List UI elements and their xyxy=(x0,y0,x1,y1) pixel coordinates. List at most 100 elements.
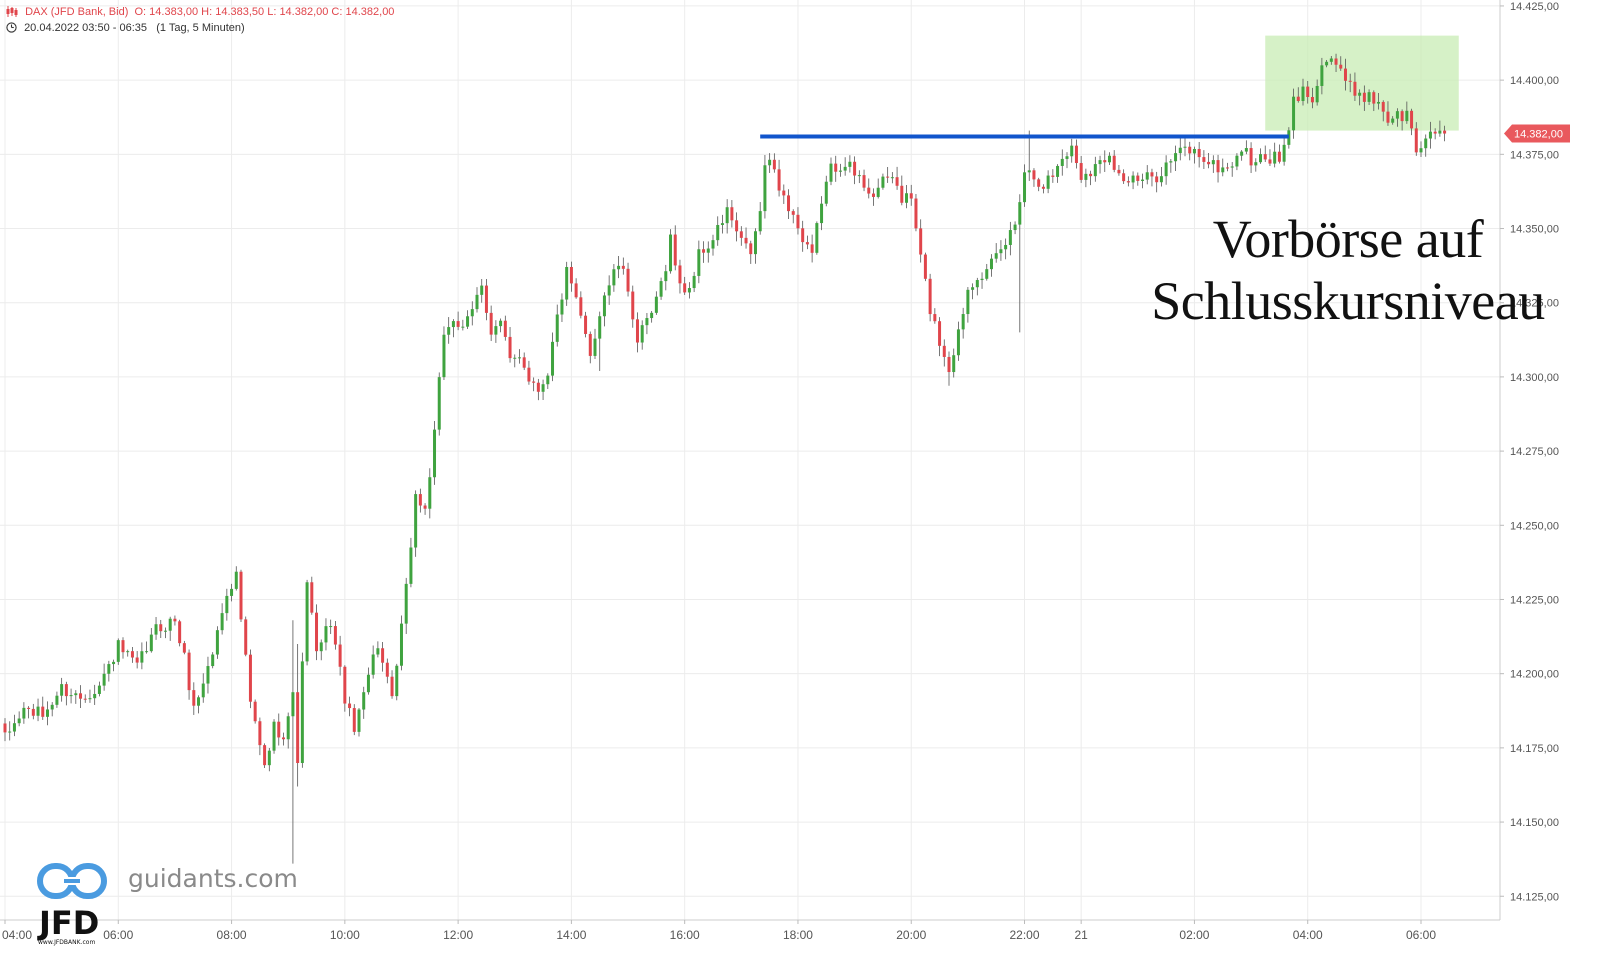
candle-31 xyxy=(149,627,153,653)
candle-193 xyxy=(914,194,918,232)
candle-body xyxy=(1150,172,1154,177)
candle-58 xyxy=(277,713,281,746)
candle-body xyxy=(1093,164,1097,177)
candle-body xyxy=(366,674,370,693)
candle-body xyxy=(659,281,663,297)
candle-body xyxy=(107,664,111,674)
candle-78 xyxy=(371,645,375,679)
candle-208 xyxy=(985,263,989,281)
candle-36 xyxy=(173,615,177,626)
candle-117 xyxy=(555,304,559,347)
candle-body xyxy=(211,654,215,667)
candle-253 xyxy=(1197,141,1201,168)
candle-205 xyxy=(971,283,975,300)
candle-241 xyxy=(1141,173,1145,189)
candle-271 xyxy=(1282,137,1286,166)
candle-body xyxy=(687,288,691,293)
candle-body xyxy=(1358,92,1362,96)
candle-body xyxy=(1004,244,1008,250)
candle-258 xyxy=(1221,158,1225,177)
candle-body xyxy=(588,333,592,356)
candle-71 xyxy=(338,635,342,676)
candle-body xyxy=(527,367,531,382)
candle-body xyxy=(579,297,583,316)
candle-body xyxy=(947,356,951,373)
candle-body xyxy=(664,271,668,282)
candle-48 xyxy=(230,583,234,602)
candle-body xyxy=(480,285,484,295)
candle-body xyxy=(324,626,328,643)
candle-114 xyxy=(541,379,545,400)
candle-body xyxy=(805,242,809,245)
candle-234 xyxy=(1107,152,1111,165)
candle-body xyxy=(706,248,710,253)
candle-92 xyxy=(437,372,441,436)
candle-body xyxy=(1008,230,1012,245)
candle-body xyxy=(536,382,540,392)
candle-body xyxy=(1089,173,1093,177)
candle-body xyxy=(1164,162,1168,177)
candle-body xyxy=(1443,130,1447,134)
candle-181 xyxy=(857,170,861,184)
candle-body xyxy=(197,697,201,706)
candle-154 xyxy=(730,200,734,228)
candle-body xyxy=(1023,172,1027,203)
candle-body xyxy=(36,706,40,716)
candle-body xyxy=(1070,145,1074,157)
candle-230 xyxy=(1089,170,1093,186)
y-tick-label: 14.275,00 xyxy=(1510,446,1559,458)
candle-body xyxy=(763,165,767,212)
candle-body xyxy=(697,249,701,276)
candle-body xyxy=(390,676,394,697)
candle-124 xyxy=(588,331,592,364)
candle-82 xyxy=(390,670,394,699)
jfd-brand-text: JFD xyxy=(37,904,99,942)
candle-body xyxy=(187,652,191,691)
candle-211 xyxy=(999,240,1003,261)
candle-140 xyxy=(664,264,668,291)
candle-body xyxy=(296,692,300,764)
candle-body xyxy=(1079,163,1083,180)
candle-body xyxy=(1216,160,1220,173)
candle-body xyxy=(1131,175,1135,183)
candle-body xyxy=(1084,173,1088,180)
candle-body xyxy=(319,642,323,652)
candle-body xyxy=(971,287,975,290)
candle-67 xyxy=(319,639,323,661)
candle-14 xyxy=(69,688,73,704)
candle-body xyxy=(551,341,555,376)
range-header: 20.04.2022 03:50 - 06:35 (1 Tag, 5 Minut… xyxy=(6,22,245,34)
candle-body xyxy=(569,266,573,284)
candle-body xyxy=(83,698,87,700)
candle-122 xyxy=(579,291,583,319)
candle-body xyxy=(607,285,611,296)
candle-body xyxy=(919,228,923,255)
candle-body xyxy=(456,321,460,327)
candle-body xyxy=(517,357,521,359)
candle-2 xyxy=(12,714,16,737)
candle-body xyxy=(1377,101,1381,104)
candle-body xyxy=(116,640,120,662)
candle-body xyxy=(1386,111,1390,123)
candle-body xyxy=(541,384,545,392)
candle-body xyxy=(1306,86,1310,98)
candle-body xyxy=(206,666,210,684)
x-tick-label: 02:00 xyxy=(1179,928,1209,942)
candle-body xyxy=(683,283,687,293)
candle-168 xyxy=(796,207,800,235)
candle-301 xyxy=(1424,134,1428,157)
candle-277 xyxy=(1310,87,1314,109)
candle-body xyxy=(1405,110,1409,122)
candle-body xyxy=(201,683,205,698)
y-tick-label: 14.350,00 xyxy=(1510,224,1559,236)
candle-body xyxy=(749,243,753,255)
candle-59 xyxy=(281,732,285,746)
candlestick-icon xyxy=(6,6,18,17)
candle-body xyxy=(253,701,257,722)
candle-body xyxy=(1074,145,1078,164)
candle-body xyxy=(1060,158,1064,166)
candle-41 xyxy=(197,695,201,714)
candle-111 xyxy=(527,360,531,385)
candle-body xyxy=(1410,110,1414,129)
candle-body xyxy=(560,299,564,315)
